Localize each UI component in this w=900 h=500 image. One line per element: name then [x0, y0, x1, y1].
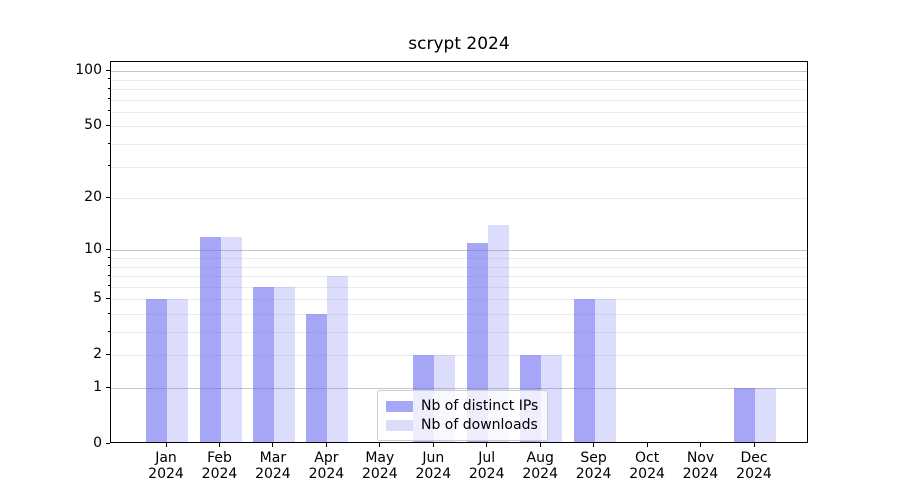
bar-downloads [755, 388, 776, 442]
y-tick [106, 69, 110, 71]
bar-distinct-ips [199, 236, 221, 442]
y-tick [106, 442, 110, 444]
gridline-minor [111, 332, 807, 333]
x-tick-label: Sep 2024 [575, 450, 612, 482]
y-tick-label: 0 [93, 435, 102, 451]
x-tick-label: Feb 2024 [201, 450, 238, 482]
gridline-minor [111, 355, 807, 357]
x-tick-label: Aug 2024 [522, 450, 558, 482]
gridline-minor [111, 89, 807, 90]
gridline-minor [111, 198, 807, 200]
y-minor-tick [108, 78, 110, 80]
bar-distinct-ips [734, 388, 755, 442]
x-tick [379, 443, 381, 447]
y-minor-tick [108, 110, 110, 112]
gridline-minor [111, 286, 807, 288]
x-tick-label: Oct 2024 [629, 450, 665, 482]
y-tick-label: 5 [93, 290, 102, 307]
x-tick [432, 443, 434, 447]
y-minor-tick [108, 312, 110, 314]
x-tick [646, 443, 648, 447]
y-minor-tick [108, 297, 110, 299]
y-tick [106, 386, 110, 388]
y-tick-label: 100 [75, 62, 102, 79]
bar-distinct-ips [573, 299, 595, 442]
bar-downloads [273, 286, 295, 442]
gridline-major [111, 388, 807, 389]
y-tick [106, 248, 110, 250]
x-tick-label: May 2024 [361, 450, 398, 482]
bar-downloads [487, 225, 509, 442]
y-minor-tick [108, 142, 110, 144]
x-tick [219, 443, 220, 447]
legend-label-distinct-ips: Nb of distinct IPs [421, 398, 539, 414]
gridline-minor [111, 299, 807, 301]
y-minor-tick [108, 124, 110, 126]
y-minor-tick [108, 285, 110, 287]
y-tick-label: 20 [84, 189, 102, 206]
bar-downloads [327, 276, 349, 442]
y-tick-label: 2 [93, 346, 102, 363]
y-minor-tick [108, 353, 110, 355]
x-tick-label: Jun 2024 [415, 450, 452, 482]
gridline-minor [111, 314, 807, 315]
bar-distinct-ips [146, 299, 167, 442]
y-minor-tick [108, 196, 110, 198]
gridline-minor [111, 79, 807, 81]
y-minor-tick [108, 256, 110, 258]
x-tick [700, 443, 701, 447]
plot-area [110, 61, 808, 443]
gridline-minor [111, 266, 807, 268]
bar-distinct-ips [306, 314, 328, 442]
x-tick [325, 443, 327, 447]
y-tick-label: 10 [84, 241, 102, 258]
legend-swatch-downloads [386, 419, 413, 431]
legend-entry-downloads: Nb of downloads [386, 416, 538, 434]
y-minor-tick [108, 87, 110, 89]
gridline-minor [111, 99, 807, 101]
x-tick-label: Nov 2024 [682, 450, 719, 482]
y-minor-tick [108, 265, 110, 266]
legend: Nb of distinct IPs Nb of downloads [377, 390, 549, 441]
gridline-minor [111, 276, 807, 277]
x-tick-label: Jul 2024 [468, 450, 505, 482]
gridline-minor [111, 166, 807, 168]
y-tick-label: 1 [93, 379, 102, 395]
y-tick-label: 50 [84, 117, 102, 134]
gridline-minor [111, 111, 807, 113]
gridline-major [111, 71, 807, 73]
x-tick [753, 443, 755, 447]
x-tick-label: Mar 2024 [255, 450, 291, 482]
y-minor-tick [108, 98, 110, 100]
x-tick-label: Dec 2024 [736, 450, 772, 482]
bar-downloads [220, 236, 242, 442]
x-tick-label: Apr 2024 [308, 450, 345, 482]
x-tick [593, 443, 595, 447]
legend-swatch-distinct-ips [386, 400, 413, 412]
x-tick [165, 443, 167, 447]
bar-downloads [167, 299, 188, 442]
bar-distinct-ips [252, 286, 274, 442]
chart-title: scrypt 2024 [408, 34, 510, 54]
y-minor-tick [108, 274, 110, 276]
x-tick [272, 443, 274, 447]
x-tick-label: Jan 2024 [148, 450, 184, 482]
gridline-minor [111, 258, 807, 259]
legend-entry-distinct-ips: Nb of distinct IPs [386, 397, 538, 415]
y-minor-tick [108, 330, 110, 332]
gridline-minor [111, 126, 807, 128]
gridline-major [111, 250, 807, 252]
gridline-minor [111, 144, 807, 145]
y-minor-tick [108, 165, 110, 167]
x-tick [539, 443, 541, 447]
bar-downloads [594, 299, 616, 442]
x-tick [486, 443, 488, 447]
legend-label-downloads: Nb of downloads [421, 417, 538, 433]
